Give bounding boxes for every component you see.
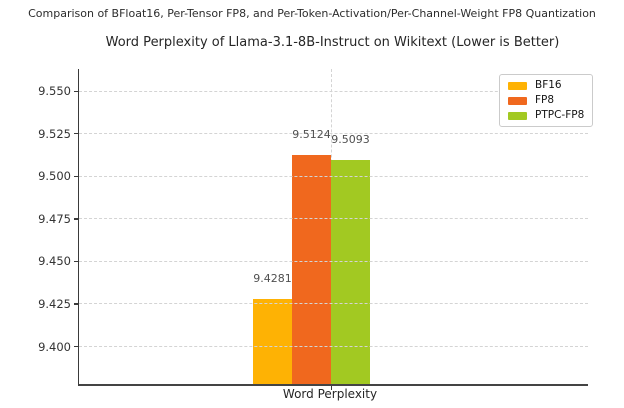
y-tick-mark: [73, 218, 78, 220]
y-gridline: [79, 346, 588, 348]
bar-value-label: 9.5093: [331, 133, 370, 147]
legend-item-fp8: FP8: [508, 95, 584, 106]
legend-item-bf16: BF16: [508, 80, 584, 91]
legend-swatch-icon: [508, 111, 527, 120]
y-tick-label: 9.500: [38, 169, 71, 184]
bar-ptpc-fp8: [331, 160, 370, 384]
y-tick-mark: [73, 303, 78, 305]
bar-value-label: 9.4281: [253, 271, 292, 285]
y-tick-mark: [73, 346, 78, 348]
y-tick-mark: [73, 260, 78, 263]
chart-title: Word Perplexity of Llama-3.1-8B-Instruct…: [105, 35, 560, 50]
bar-fp8: [292, 155, 331, 384]
y-gridline: [79, 218, 588, 220]
legend-swatch-icon: [508, 81, 527, 90]
y-tick-label: 9.425: [38, 296, 71, 311]
y-tick-label: 9.550: [38, 84, 71, 99]
x-axis-label: Word Perplexity: [282, 387, 378, 401]
legend-label: FP8: [535, 94, 555, 106]
y-gridline: [79, 133, 588, 135]
legend-swatch-icon: [508, 96, 527, 105]
legend-label: PTPC-FP8: [535, 109, 585, 121]
y-tick-label: 9.450: [38, 254, 71, 269]
bar-value-label: 9.5124: [292, 128, 331, 142]
legend-label: BF16: [535, 79, 562, 91]
y-gridline: [79, 260, 588, 262]
y-tick-label: 9.475: [38, 211, 71, 226]
y-tick-label: 9.525: [38, 126, 71, 141]
legend: BF16 FP8 PTPC-FP8: [499, 74, 594, 127]
y-tick-mark: [73, 175, 78, 177]
y-tick-mark: [73, 133, 78, 135]
plot-area: 9.400 9.425 9.450 9.475 9.500 9.525 9.550 9.428…: [38, 69, 588, 390]
y-gridline: [79, 303, 588, 305]
y-tick-mark: [73, 90, 78, 92]
figure-suptitle: Comparison of BFloat16, Per-Tensor FP8, …: [28, 7, 596, 20]
y-gridline: [79, 90, 588, 92]
x-tick-mark: [330, 386, 332, 390]
y-gridline: [79, 175, 588, 177]
y-tick-label: 9.400: [38, 339, 71, 354]
bar-bf16: [253, 298, 292, 384]
legend-item-ptpc-fp8: PTPC-FP8: [508, 110, 584, 121]
